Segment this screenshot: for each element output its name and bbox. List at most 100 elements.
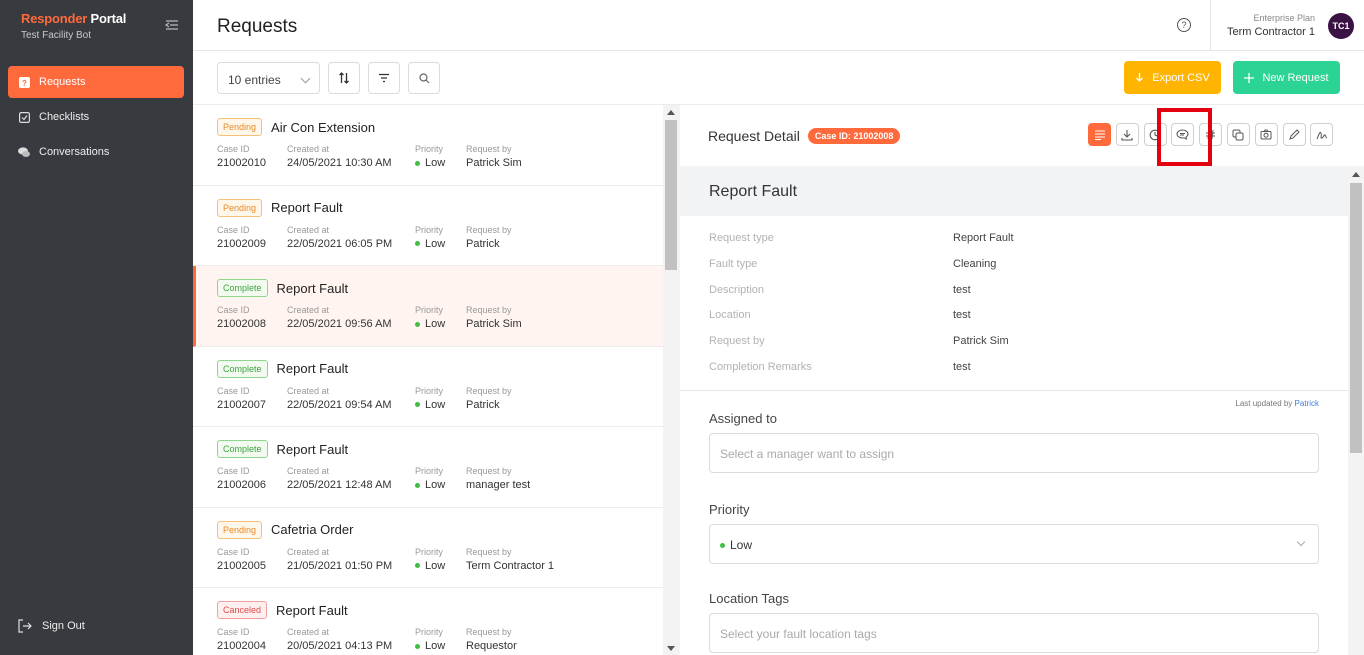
request-by-col: Request by Patrick Sim	[466, 305, 522, 330]
created-at-label: Created at	[287, 627, 330, 637]
scrollbar-thumb[interactable]	[1350, 183, 1362, 453]
created-at-label: Created at	[287, 466, 330, 476]
priority-text: Low	[425, 559, 446, 572]
last-updated-text: Last updated by Patrick	[1235, 399, 1319, 408]
photo-button[interactable]	[1254, 123, 1278, 146]
scrollbar-thumb[interactable]	[665, 120, 677, 270]
last-updated-user-link[interactable]: Patrick	[1294, 399, 1319, 408]
download-button[interactable]	[1115, 123, 1139, 146]
sidebar-item-checklists[interactable]: Checklists	[8, 101, 184, 133]
priority-dot	[415, 402, 420, 408]
sidebar-item-requests[interactable]: ? Requests	[8, 66, 184, 98]
request-meta: Case ID 21002008 Created at 22/05/2021 09:5…	[217, 305, 663, 339]
priority-value: Low	[415, 399, 445, 411]
new-request-button[interactable]: New Request	[1233, 61, 1340, 94]
priority-col: Priority Low	[415, 144, 445, 169]
location-tags-placeholder: Select your fault location tags	[720, 627, 877, 641]
chat-bubbles-icon	[18, 146, 30, 158]
case-id-value: 21002009	[217, 237, 266, 250]
comment-button[interactable]	[1171, 123, 1195, 146]
request-by-label: Request by	[466, 627, 512, 637]
priority-dot	[415, 160, 420, 166]
detail-heading: Request Detail	[708, 128, 800, 144]
request-by-col: Request by manager test	[466, 466, 530, 491]
priority-label: Priority	[709, 502, 750, 517]
request-list-item[interactable]: Complete Report Fault Case ID 21002006 Creat…	[193, 427, 663, 508]
status-badge: Complete	[217, 279, 268, 297]
entries-select[interactable]: 10 entries	[217, 62, 320, 94]
priority-select[interactable]: Low	[709, 524, 1319, 564]
sidebar: Responder Portal Test Facility Bot ? Req…	[0, 0, 193, 655]
status-badge: Complete	[217, 440, 268, 458]
priority-label: Priority	[415, 144, 444, 154]
request-title: Air Con Extension	[271, 119, 376, 135]
case-id-label: Case ID	[217, 546, 250, 557]
edit-button[interactable]	[1282, 123, 1306, 146]
priority-text: Low	[425, 479, 446, 491]
detail-field-label: Request by	[709, 335, 765, 348]
filter-button[interactable]	[368, 62, 400, 94]
detail-scrollbar[interactable]	[1348, 166, 1364, 655]
request-by-value: Patrick	[466, 398, 500, 411]
sidebar-item-label: Checklists	[39, 111, 90, 123]
scroll-down-arrow[interactable]	[667, 646, 675, 651]
priority-label: Priority	[415, 224, 444, 235]
comment-icon	[1176, 128, 1189, 140]
case-id-badge: Case ID: 21002008	[807, 128, 901, 144]
detail-field-label: Request type	[709, 232, 774, 244]
sign-out-label: Sign Out	[42, 620, 85, 632]
user-info[interactable]: Enterprise Plan Term Contractor 1	[1227, 13, 1315, 38]
location-tags-select[interactable]: Select your fault location tags	[709, 613, 1319, 653]
priority-value: Low	[415, 560, 445, 572]
request-title: Report Fault	[271, 200, 343, 215]
detail-action-icons	[1088, 123, 1338, 146]
request-type-title: Report Fault	[709, 183, 798, 200]
request-list-item[interactable]: Pending Report Fault Case ID 21002009 Create…	[193, 186, 663, 266]
created-at-label: Created at	[287, 144, 330, 154]
priority-value: Low	[730, 538, 753, 552]
created-at-label: Created at	[287, 224, 330, 235]
detail-field-label: Location	[709, 309, 751, 322]
request-list-item[interactable]: Canceled Report Fault Case ID 21002004 Creat…	[193, 588, 663, 655]
sort-button[interactable]	[328, 62, 360, 94]
comment-button-highlight	[1157, 108, 1212, 166]
details-view-button[interactable]	[1088, 123, 1111, 146]
scroll-up-arrow[interactable]	[667, 110, 675, 115]
help-icon[interactable]: ?	[1177, 18, 1191, 32]
duplicate-button[interactable]	[1226, 123, 1250, 146]
question-square-icon: ?	[18, 76, 30, 88]
avatar[interactable]: TC1	[1328, 13, 1354, 39]
request-list-item[interactable]: Pending Cafetria Order Case ID 21002005 Crea…	[193, 508, 663, 588]
request-title: Cafetria Order	[271, 522, 354, 537]
search-button[interactable]	[408, 62, 440, 94]
sign-out-button[interactable]: Sign Out	[17, 618, 85, 634]
assign-manager-select[interactable]: Select a manager want to assign	[709, 433, 1319, 473]
request-by-label: Request by	[466, 466, 512, 476]
sidebar-item-conversations[interactable]: Conversations	[8, 136, 184, 168]
created-at-col: Created at 22/05/2021 09:54 AM	[287, 386, 392, 411]
case-id-label: Case ID	[217, 627, 250, 637]
request-meta: Case ID 21002010 Created at 24/05/2021 10:3…	[217, 144, 663, 178]
request-list-item[interactable]: Complete Report Fault Case ID 21002008 Creat…	[193, 266, 663, 347]
request-by-value: Term Contractor 1	[466, 559, 555, 572]
scroll-up-arrow[interactable]	[1352, 172, 1360, 177]
request-list-item[interactable]: Pending Air Con Extension Case ID 21002010 C…	[193, 105, 663, 186]
case-id-label: Case ID	[217, 466, 250, 476]
detail-field-value: test	[953, 309, 971, 322]
created-at-col: Created at 22/05/2021 12:48 AM	[287, 466, 392, 491]
svg-text:?: ?	[22, 79, 27, 88]
collapse-sidebar-icon[interactable]	[165, 18, 179, 32]
detail-field-value: test	[953, 283, 971, 296]
sidebar-nav: ? Requests Checklists Conversations	[8, 66, 184, 171]
request-by-col: Request by Patrick Sim	[466, 144, 522, 169]
sort-icon	[339, 72, 349, 84]
request-by-col: Request by Patrick	[466, 225, 512, 250]
priority-text: Low	[425, 640, 446, 652]
signature-button[interactable]	[1310, 123, 1334, 146]
status-badge: Pending	[217, 520, 263, 539]
request-by-label: Request by	[466, 305, 512, 315]
case-id-label: Case ID	[217, 305, 250, 315]
list-scrollbar[interactable]	[663, 105, 680, 655]
request-list-item[interactable]: Complete Report Fault Case ID 21002007 Creat…	[193, 347, 663, 427]
export-csv-button[interactable]: Export CSV	[1124, 61, 1221, 94]
